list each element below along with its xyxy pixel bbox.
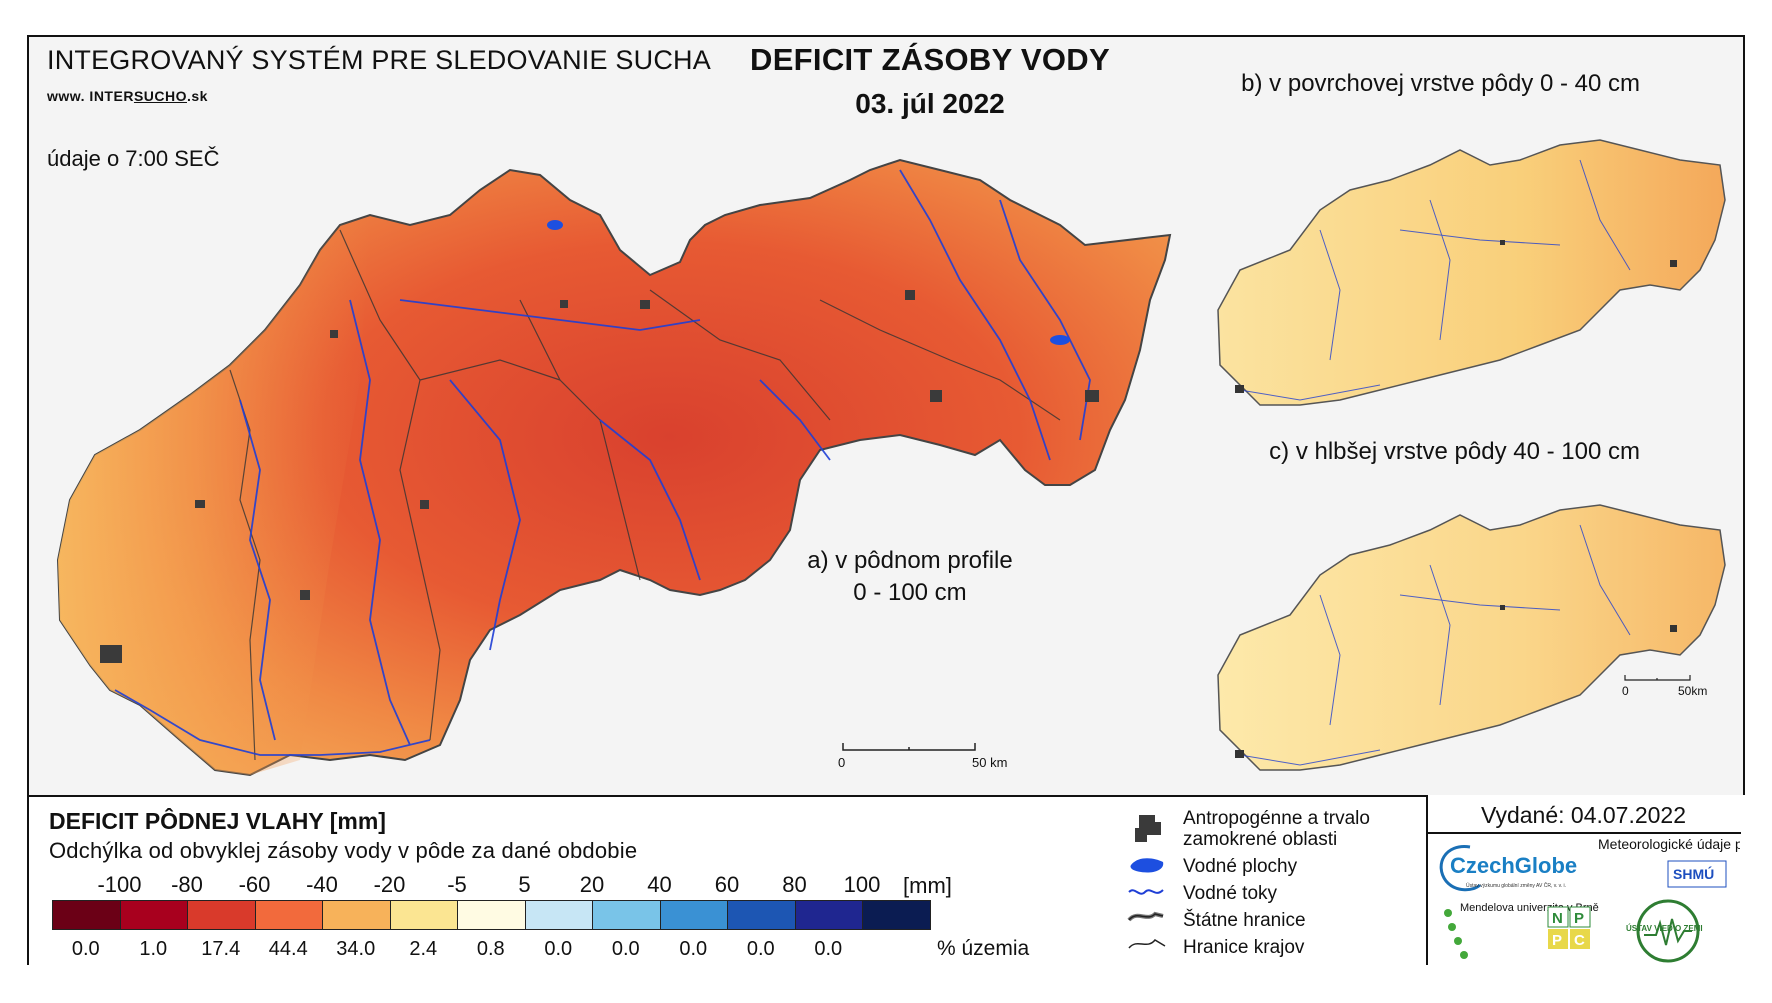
colorbar-swatch	[457, 900, 526, 930]
symbol-icons	[1127, 815, 1166, 949]
colorbar-class-label: -40	[306, 872, 338, 897]
water-body-icon	[1130, 858, 1164, 873]
colorbar-percent-value: 0.0	[814, 938, 843, 960]
colorbar-swatch	[727, 900, 796, 930]
colorbar-swatch	[592, 900, 661, 930]
colorbar-class-label: 80	[782, 872, 807, 897]
colorbar-percent-value: 0.0	[71, 938, 100, 960]
water-bodies-main	[547, 220, 1070, 345]
issued-divider	[1426, 832, 1741, 834]
scalebar-main-50: 50 km	[972, 755, 1007, 770]
scalebar-small-0: 0	[1622, 684, 1629, 698]
map-c: 0 50km	[1217, 504, 1726, 771]
legend-water-bodies: Vodné plochy	[1183, 856, 1298, 877]
czechglobe-text: CzechGlobe	[1450, 853, 1577, 878]
czechglobe-logo: CzechGlobe Ústav výzkumu globální změny …	[1439, 845, 1577, 892]
colorbar-swatch	[794, 900, 863, 930]
colorbar-class-label: 20	[579, 872, 605, 897]
scalebar-main	[842, 743, 976, 751]
czechglobe-subtext: Ústav výzkumu globální změny AV ČR, v. v…	[1466, 882, 1566, 889]
legend-rivers: Vodné toky	[1183, 883, 1278, 904]
uvz-logo: ÚSTAV VIED O ZEMI	[1626, 899, 1703, 963]
colorbar-class-label: -60	[238, 872, 271, 897]
issued-date: Vydané: 04.07.2022	[1480, 802, 1687, 828]
partner-logos: CzechGlobe Ústav výzkumu globální změny …	[1439, 836, 1740, 963]
colorbar-swatch	[187, 900, 256, 930]
page-date: 03. júl 2022	[855, 88, 1005, 119]
website-url[interactable]: www. INTERSUCHO.sk	[47, 88, 208, 104]
colorbar-unit: [mm]	[903, 873, 952, 898]
colorbar-swatch	[322, 900, 391, 930]
map-a-label-line2: 0 - 100 cm	[853, 579, 967, 606]
colorbar-swatch	[659, 900, 728, 930]
uvz-text: ÚSTAV VIED O ZEMI	[1626, 924, 1703, 933]
met-data-text: Meteorologické údaje poskytuje:	[1598, 836, 1740, 852]
legend-subtitle: Odchýlka od obvyklej zásoby vody v pôde …	[49, 838, 638, 863]
legend-region-border: Hranice krajov	[1183, 937, 1305, 958]
colorbar-percent-value: 0.0	[679, 938, 708, 960]
met-data-label: Meteorologické údaje poskytuje:	[1598, 836, 1740, 852]
colorbar-percent-value: 17.4	[201, 938, 241, 960]
colorbar-class-label: -100	[97, 872, 142, 897]
colorbar-swatch	[254, 900, 323, 930]
map-c-label: c) v hlbšej vrstve pôdy 40 - 100 cm	[1269, 438, 1640, 465]
colorbar-percent-value: 0.0	[544, 938, 573, 960]
colorbar-class-label: 5	[518, 872, 531, 897]
map-a-label: a) v pôdnom profile 0 - 100 cm	[760, 545, 1060, 609]
legend-state-border: Štátne hranice	[1183, 910, 1306, 931]
colorbar-class-label: -5	[447, 872, 467, 897]
legend-urban: Antropogénne a trvalo zamokrené oblasti	[1183, 808, 1370, 850]
region-border-icon	[1128, 939, 1166, 949]
nppc-logo: N P P C	[1547, 906, 1591, 949]
urban-areas-main	[100, 290, 1099, 663]
colorbar-percent-value: 0.0	[746, 938, 775, 960]
system-title: INTEGROVANÝ SYSTÉM PRE SLEDOVANIE SUCHA	[47, 45, 711, 75]
time-note: údaje o 7:00 SEČ	[47, 146, 220, 171]
map-b-label: b) v povrchovej vrstve pôdy 0 - 40 cm	[1241, 70, 1640, 97]
colorbar-class-label: 40	[647, 872, 672, 897]
scalebar-main-0: 0	[838, 755, 845, 770]
colorbar-percent-value: 0.0	[611, 938, 640, 960]
nppc-p1: P	[1574, 910, 1584, 927]
colorbar-class-label: -80	[171, 872, 203, 897]
colorbar-percent-value: 1.0	[139, 938, 168, 960]
nppc-c: C	[1574, 932, 1585, 949]
legend-title: DEFICIT PÔDNEJ VLAHY [mm]	[49, 808, 386, 834]
colorbar-percent-value: 34.0	[336, 938, 376, 960]
scalebar-small-50: 50km	[1678, 684, 1707, 698]
colorbar-class-label: 100	[843, 872, 881, 897]
colorbar-class-label: -20	[373, 872, 406, 897]
nppc-p2: P	[1552, 932, 1562, 949]
colorbar-percent-value: 0.8	[476, 938, 505, 960]
river-icon	[1128, 889, 1164, 895]
colorbar-percent-value: 2.4	[409, 938, 438, 960]
shmu-text: SHMÚ	[1673, 865, 1714, 882]
shmu-logo: SHMÚ	[1667, 860, 1727, 888]
map-a-label-line1: a) v pôdnom profile	[807, 547, 1013, 574]
colorbar-class-label: 60	[714, 872, 740, 897]
colorbar-percent-value: 44.4	[268, 938, 308, 960]
urban-area-icon	[1135, 815, 1161, 842]
nppc-n: N	[1552, 910, 1563, 927]
page-title: DEFICIT ZÁSOBY VODY	[750, 42, 1110, 77]
map-b	[1217, 139, 1726, 406]
colorbar-swatch	[524, 900, 593, 930]
percent-area-label: % územia	[937, 937, 1030, 960]
colorbar-swatch	[119, 900, 188, 930]
colorbar-swatch	[389, 900, 458, 930]
colorbar-swatch	[862, 900, 931, 930]
colorbar-swatch	[52, 900, 121, 930]
